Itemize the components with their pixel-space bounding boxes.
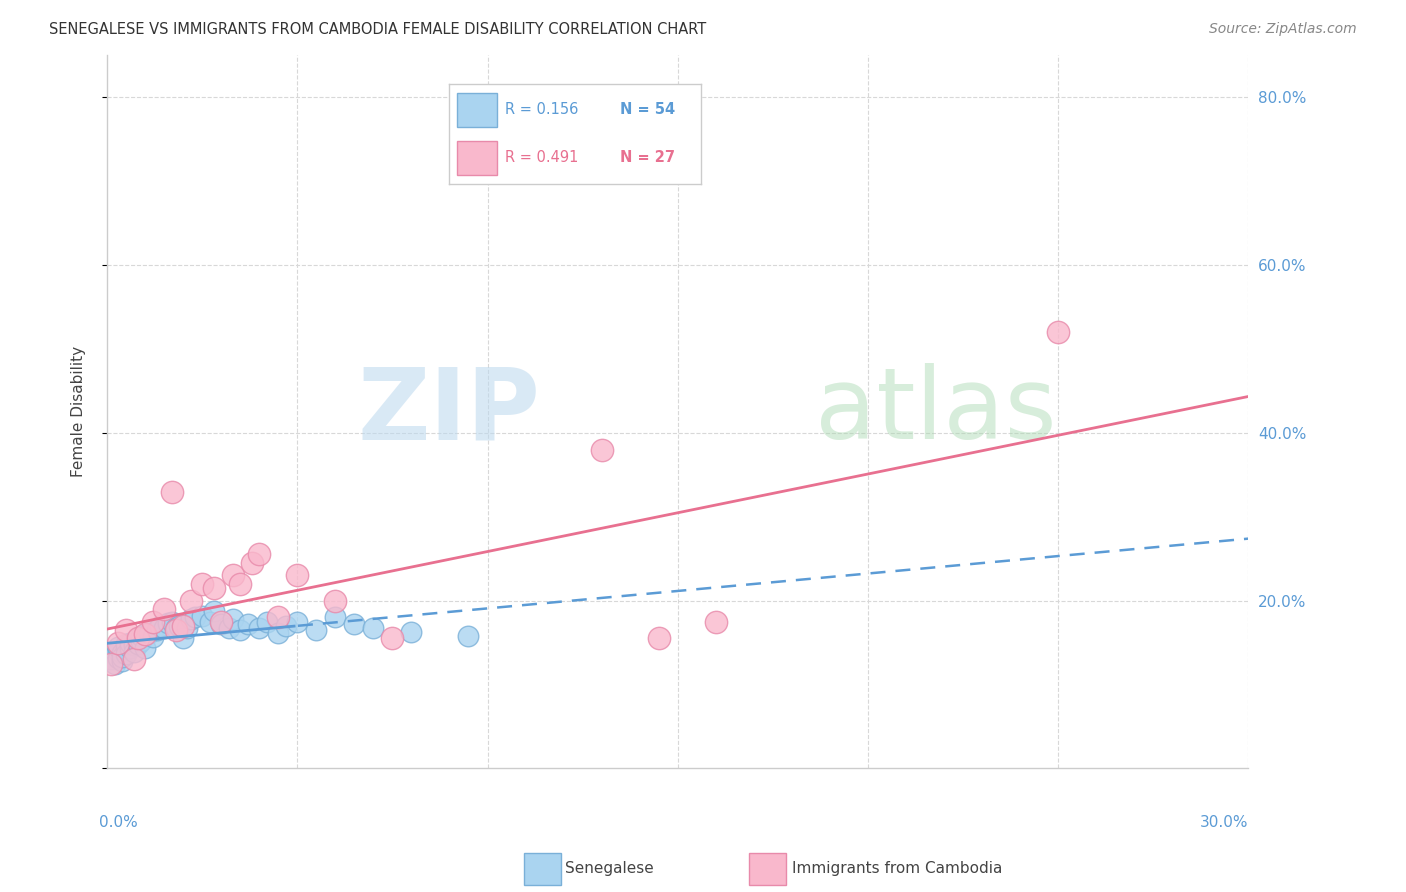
Text: Immigrants from Cambodia: Immigrants from Cambodia [792,862,1002,876]
Point [107,640,129,654]
Point [100,657,122,671]
Point [401,624,423,639]
Y-axis label: Female Disability: Female Disability [72,346,86,477]
Point [209,615,232,629]
Point [115,642,138,657]
Point [221,568,243,582]
Point [176,621,198,635]
Point [100,652,122,666]
Point [134,641,156,656]
Point [256,615,278,629]
Point [381,632,404,646]
Point [131,629,153,643]
Point [229,577,252,591]
Point [325,593,347,607]
Point [153,620,176,634]
Point [156,616,179,631]
Point [1047,325,1070,339]
Point [267,625,290,640]
Point [145,623,167,637]
Point [229,623,252,637]
Point [247,620,270,634]
Point [202,581,225,595]
Point [115,637,138,651]
Point [274,619,297,633]
Point [457,629,479,643]
Point [160,615,183,629]
Point [122,645,145,659]
Point [107,650,129,665]
Point [285,615,308,629]
Point [236,617,259,632]
Point [218,620,240,634]
Point [704,615,727,629]
Point [165,623,187,637]
Text: 30.0%: 30.0% [1199,814,1249,830]
Point [240,556,263,570]
Point [285,568,308,582]
Point [305,623,328,637]
Point [122,638,145,652]
Point [127,632,149,646]
Point [153,602,176,616]
Point [343,617,366,632]
Point [107,644,129,658]
Point [191,577,214,591]
Point [198,615,221,629]
Text: Senegalese: Senegalese [565,862,654,876]
Point [183,610,205,624]
Point [209,617,232,632]
Point [169,619,191,633]
Point [172,632,194,646]
Point [180,593,202,607]
Point [172,619,194,633]
Point [115,623,138,637]
Point [267,610,290,624]
Point [122,652,145,666]
Point [648,632,671,646]
Point [104,648,127,663]
Point [118,635,141,649]
Point [111,654,134,668]
Point [131,634,153,648]
Point [221,612,243,626]
Point [191,608,214,623]
Text: ZIP: ZIP [359,363,541,460]
Point [149,619,172,633]
Point [118,641,141,656]
Point [104,657,127,671]
Point [111,646,134,660]
Point [247,548,270,562]
Point [127,637,149,651]
Point [142,630,165,644]
Point [165,620,187,634]
Point [107,635,129,649]
Point [138,625,160,640]
Point [134,627,156,641]
Point [160,484,183,499]
Point [115,648,138,662]
Text: SENEGALESE VS IMMIGRANTS FROM CAMBODIA FEMALE DISABILITY CORRELATION CHART: SENEGALESE VS IMMIGRANTS FROM CAMBODIA F… [49,22,706,37]
Point [363,620,385,634]
Point [180,612,202,626]
Text: atlas: atlas [814,363,1056,460]
Point [111,649,134,664]
Point [202,604,225,618]
Point [127,632,149,646]
Text: 0.0%: 0.0% [100,814,138,830]
Point [134,627,156,641]
Point [142,615,165,629]
Point [325,610,347,624]
Point [591,442,613,457]
Text: Source: ZipAtlas.com: Source: ZipAtlas.com [1209,22,1357,37]
